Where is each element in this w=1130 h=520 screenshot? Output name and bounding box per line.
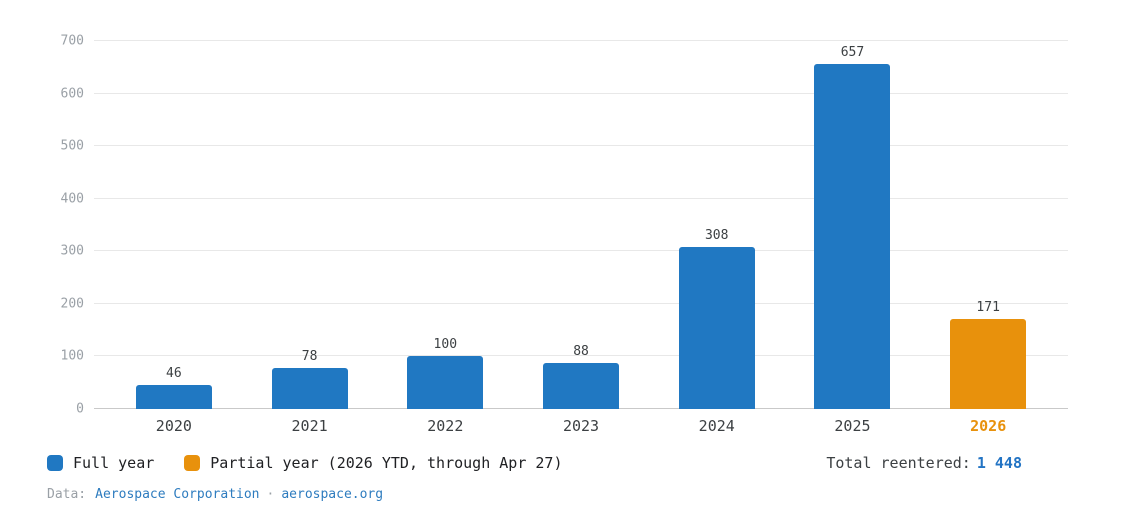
- bar-column-2020: 46: [106, 41, 242, 409]
- bars-row: 46 78 100 88 308 657 171: [94, 41, 1068, 409]
- x-axis-label-2020: 2020: [155, 417, 192, 435]
- bar-value-label: 308: [704, 228, 729, 244]
- legend-swatch-icon: [47, 455, 63, 471]
- y-axis-tick-label: 600: [60, 86, 84, 102]
- y-axis-tick-label: 100: [60, 348, 84, 364]
- total-label: Total reentered:: [826, 454, 971, 472]
- total-reentered: Total reentered: 1 448: [826, 454, 1022, 472]
- gridline: [94, 145, 1068, 147]
- y-axis-tick-label: 700: [60, 33, 84, 49]
- legend-row: Full year Partial year (2026 YTD, through…: [47, 453, 1022, 473]
- aerospace-org-link[interactable]: aerospace.org: [281, 487, 384, 502]
- x-axis-label-2024: 2024: [698, 417, 735, 435]
- legend-swatch-icon: [184, 455, 201, 471]
- gridline: [94, 250, 1068, 252]
- legend: Full year Partial year (2026 YTD, through…: [47, 454, 562, 472]
- y-axis-tick-label: 200: [60, 296, 84, 312]
- bar-value-label: 46: [166, 365, 182, 381]
- bar-2023[interactable]: [543, 362, 620, 409]
- separator-dot: ·: [266, 487, 275, 502]
- gridline: [94, 40, 1068, 41]
- legend-label: Partial year (2026 YTD, through Apr 27): [210, 454, 563, 472]
- y-axis-tick-label: 500: [60, 138, 84, 154]
- bar-2026[interactable]: [950, 319, 1027, 409]
- data-source: Data: Aerospace Corporation · aerospace.…: [47, 487, 383, 502]
- bar-value-label: 78: [301, 349, 318, 364]
- legend-label: Full year: [73, 454, 155, 472]
- gridline: [94, 197, 1068, 199]
- bar-column-2025: 657: [785, 41, 921, 409]
- gridline: [94, 355, 1068, 357]
- legend-item-full-year[interactable]: Full year: [47, 454, 154, 472]
- bar-2021[interactable]: [271, 368, 348, 409]
- bar-2025[interactable]: [814, 63, 891, 409]
- y-axis-tick-label: 0: [76, 401, 84, 417]
- bar-column-2022: 100: [377, 41, 513, 409]
- x-axis-label-2021: 2021: [291, 417, 328, 435]
- data-source-prefix: Data:: [47, 487, 87, 502]
- plot-area: 46 78 100 88 308 657 171 0 100 200 300 400 500 600 70…: [61, 34, 1068, 417]
- bar-column-2021: 78: [242, 41, 378, 409]
- bar-2022[interactable]: [407, 356, 484, 409]
- total-value: 1 448: [976, 454, 1022, 472]
- bar-column-2026: 171: [920, 41, 1056, 409]
- x-axis-label-2023: 2023: [562, 417, 600, 435]
- bar-2020[interactable]: [135, 384, 212, 409]
- y-axis-tick-label: 300: [60, 243, 84, 259]
- bar-value-label: 100: [433, 337, 458, 353]
- y-axis-tick-label: 400: [60, 191, 84, 207]
- aerospace-corporation-link[interactable]: Aerospace Corporation: [95, 487, 260, 502]
- bar-value-label: 171: [976, 300, 1000, 316]
- legend-item-partial-year[interactable]: Partial year (2026 YTD, through Apr 27): [184, 454, 562, 472]
- bar-2024[interactable]: [678, 247, 755, 409]
- bar-value-label: 657: [840, 44, 865, 60]
- gridline: [94, 302, 1068, 304]
- bar-value-label: 88: [573, 343, 589, 359]
- x-axis-label-2025: 2025: [834, 417, 871, 435]
- gridline: [94, 92, 1068, 94]
- x-axis-labels: 2020 2021 2022 2023 2024 2025 2026: [94, 417, 1068, 435]
- bar-column-2023: 88: [513, 41, 649, 409]
- bar-column-2024: 308: [649, 41, 785, 409]
- x-axis-label-2022: 2022: [427, 417, 464, 435]
- x-axis-label-2026: 2026: [970, 417, 1007, 435]
